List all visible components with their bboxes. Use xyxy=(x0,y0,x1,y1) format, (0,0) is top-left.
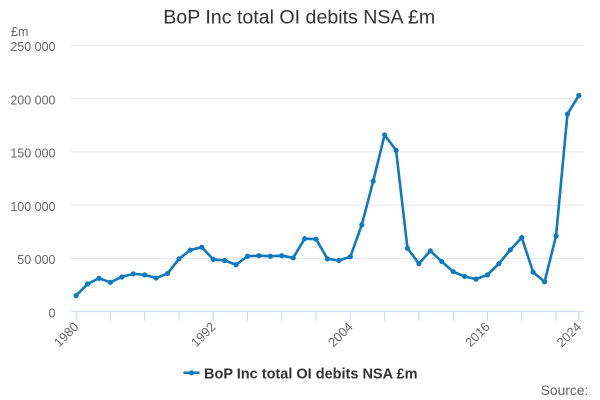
svg-text:BoP Inc total OI debits NSA £m: BoP Inc total OI debits NSA £m xyxy=(163,7,435,29)
svg-text:BoP Inc total OI debits NSA £m: BoP Inc total OI debits NSA £m xyxy=(204,367,418,383)
svg-text:150 000: 150 000 xyxy=(10,147,55,161)
svg-text:200 000: 200 000 xyxy=(10,93,55,107)
svg-text:£m: £m xyxy=(11,25,28,39)
svg-text:Source:: Source: xyxy=(541,383,589,398)
svg-text:100 000: 100 000 xyxy=(10,200,55,214)
svg-text:50 000: 50 000 xyxy=(17,253,55,267)
svg-text:250 000: 250 000 xyxy=(10,40,55,54)
svg-text:0: 0 xyxy=(49,306,56,320)
